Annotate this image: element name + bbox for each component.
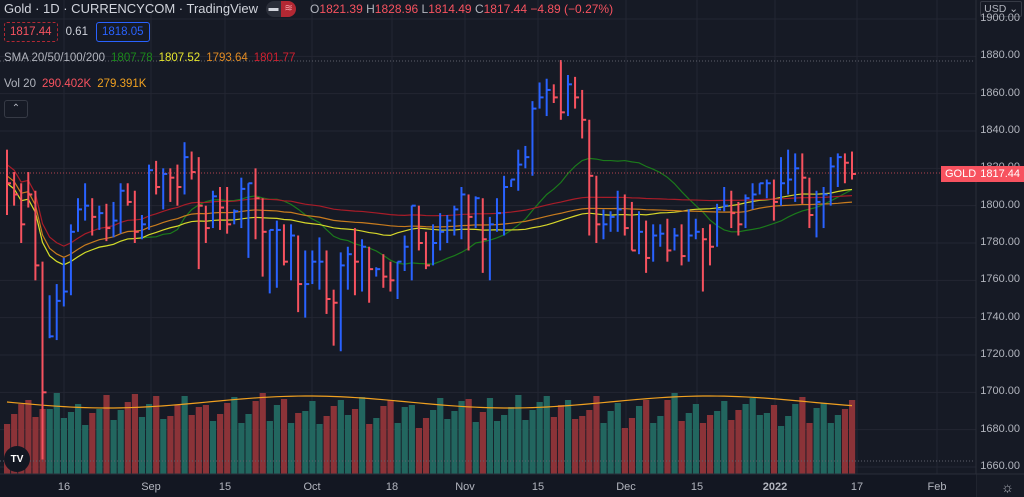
- price-axis-label: 1840.00: [980, 124, 1020, 136]
- currency-selector[interactable]: USD ⌄: [980, 1, 1022, 17]
- chart-legend: Gold · 1D · CURRENCYCOM · TradingView ▬ …: [4, 0, 613, 118]
- price-axis-label: 1860.00: [980, 86, 1020, 99]
- sell-price-button[interactable]: 1817.44: [4, 22, 58, 42]
- sma-lines: [6, 157, 853, 266]
- time-axis-bg: [0, 474, 976, 497]
- spread-value: 0.61: [65, 26, 88, 38]
- legend-toggle[interactable]: ▬ ≋: [266, 1, 297, 17]
- price-axis-label: 1900.00: [980, 12, 1020, 24]
- volume-legend[interactable]: Vol 20 290.402K 279.391K: [4, 78, 147, 90]
- price-axis-label: 1800.00: [980, 198, 1020, 211]
- price-axis-label: 1700.00: [980, 385, 1020, 398]
- time-axis-label: Feb: [927, 481, 947, 493]
- last-price-tag: GOLD 1817.44: [941, 166, 1024, 182]
- time-axis-label: 17: [850, 481, 864, 493]
- settings-gear-icon[interactable]: ☼: [1001, 479, 1014, 495]
- time-axis-label: Sep: [141, 481, 161, 493]
- chevron-up-icon: ⌃: [11, 103, 21, 114]
- price-axis-label: 1780.00: [980, 236, 1020, 248]
- minus-icon[interactable]: ▬: [268, 3, 279, 14]
- flag-icon[interactable]: ≋: [281, 1, 297, 17]
- time-axis-label: Oct: [303, 481, 321, 493]
- time-axis-label: 15: [218, 481, 232, 493]
- time-axis-label: 15: [531, 481, 545, 493]
- symbol-title[interactable]: Gold · 1D · CURRENCYCOM · TradingView: [4, 1, 259, 16]
- ohlc-values: O1821.39 H1828.96 L1814.49 C1817.44 −4.8…: [310, 2, 614, 16]
- volume-bars: [4, 393, 856, 474]
- time-axis-label: Dec: [616, 481, 636, 493]
- collapse-legend-button[interactable]: ⌃: [4, 100, 28, 118]
- time-axis-label: Nov: [455, 481, 475, 493]
- buy-price-button[interactable]: 1818.05: [95, 22, 150, 42]
- price-axis-label: 1660.00: [980, 460, 1020, 472]
- price-axis-label: 1720.00: [980, 348, 1020, 360]
- price-axis-label: 1760.00: [980, 273, 1020, 286]
- ohlc-bars: [6, 60, 856, 460]
- price-axis-label: 1740.00: [980, 310, 1020, 323]
- price-axis-label: 1880.00: [980, 49, 1020, 62]
- time-axis-label: 18: [385, 481, 399, 493]
- time-axis-label: 2022: [762, 481, 788, 493]
- price-axis-label: 1680.00: [980, 422, 1020, 435]
- time-axis-label: 16: [57, 481, 71, 493]
- time-axis-label: 15: [690, 481, 704, 493]
- change-value: −4.89 (−0.27%): [530, 2, 614, 16]
- tradingview-logo[interactable]: TV: [4, 446, 30, 472]
- sma-legend[interactable]: SMA 20/50/100/200 1807.78 1807.52 1793.6…: [4, 52, 296, 64]
